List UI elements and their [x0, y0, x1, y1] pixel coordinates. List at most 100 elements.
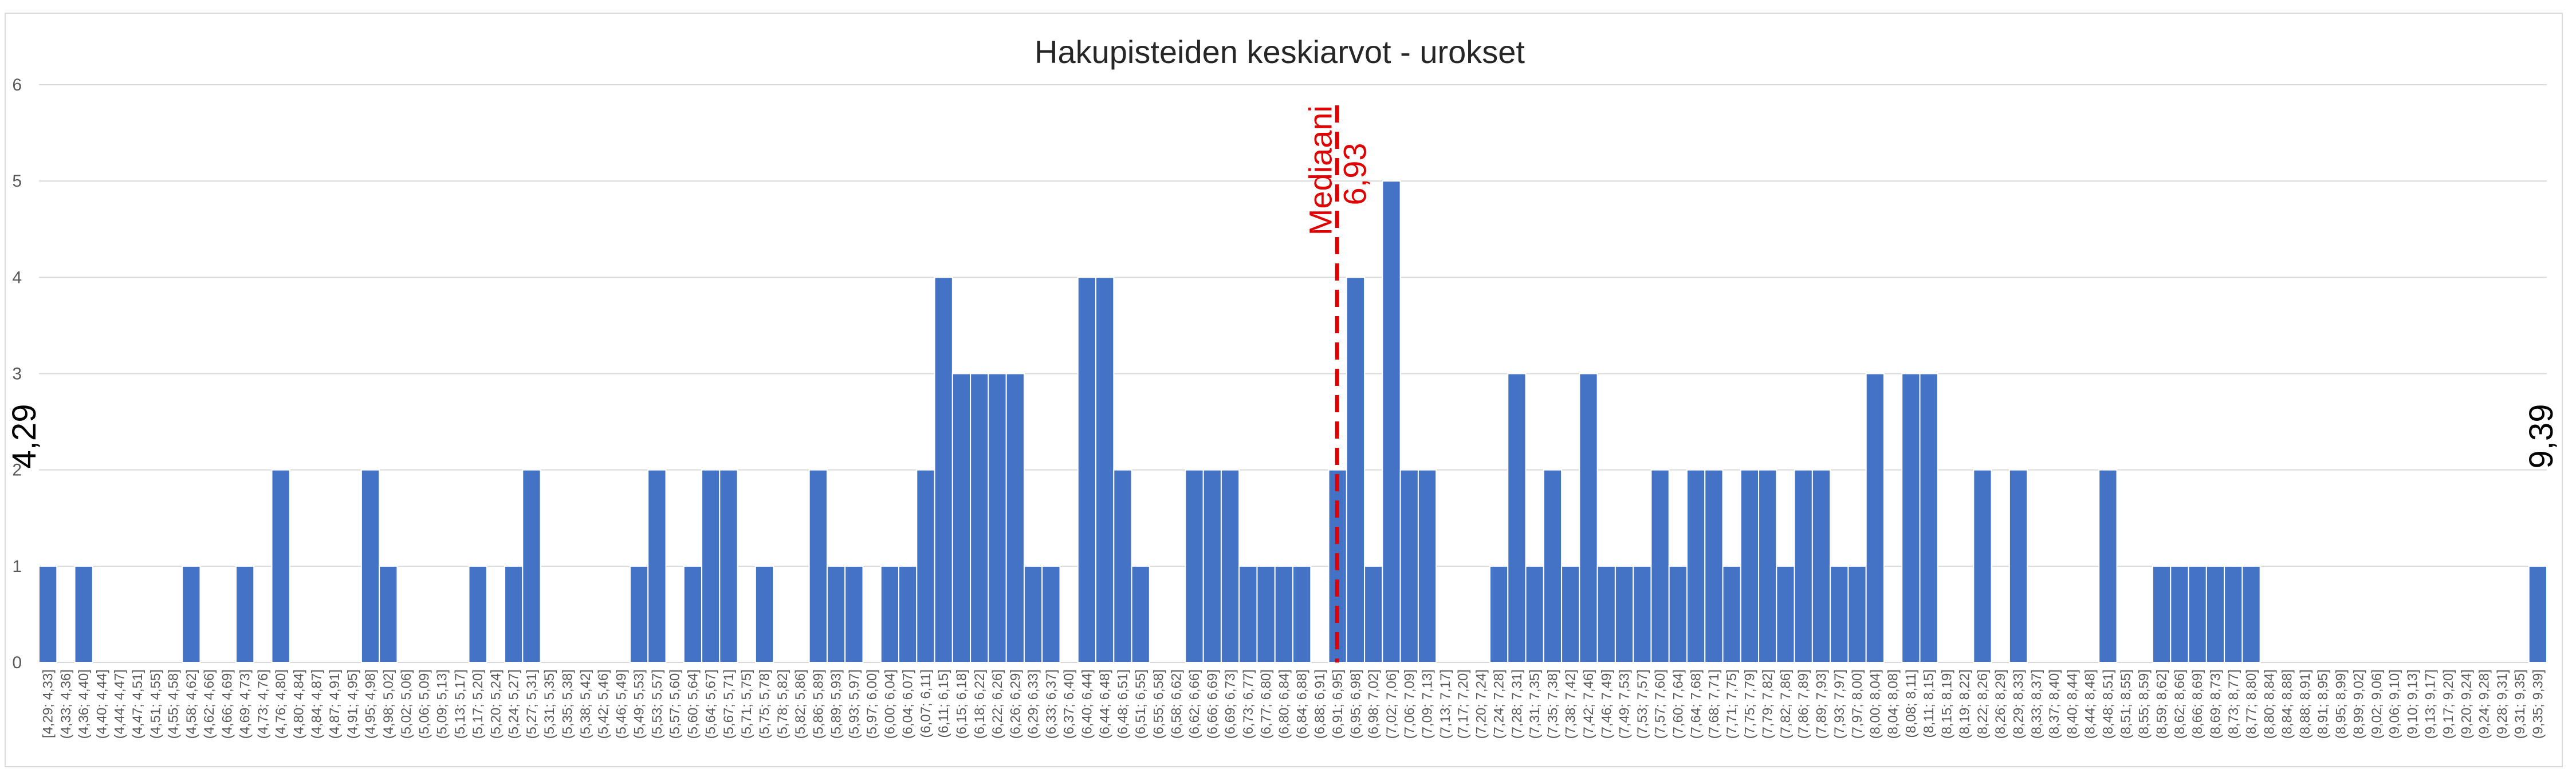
x-tick-label: (6,29; 6,33]	[1026, 669, 1041, 739]
x-tick-label: (6,77; 6,80]	[1258, 669, 1274, 739]
bar	[880, 565, 900, 663]
y-tick-label: 1	[12, 557, 22, 576]
x-tick-label: (5,97; 6,00]	[864, 669, 880, 739]
x-tick-label: (6,88; 6,91]	[1312, 669, 1328, 739]
bar	[1417, 469, 1437, 664]
x-tick-label: (4,87; 4,91]	[327, 669, 343, 739]
x-tick-label: (5,82; 5,86]	[793, 669, 808, 739]
x-tick-label: (6,26; 6,29]	[1008, 669, 1023, 739]
max-value-label: 9,39	[2523, 404, 2560, 469]
x-axis-ticks: [4,29; 4,33] (4,33; 4,36] (4,36; 4,40] (4,4…	[41, 669, 2546, 739]
x-tick-label: (5,06; 5,09]	[416, 669, 432, 739]
bar	[1758, 469, 1777, 664]
x-tick-label: (9,02; 9,06]	[2369, 669, 2385, 739]
bar	[1973, 469, 1992, 664]
x-tick-label: (5,53; 5,57]	[650, 669, 665, 739]
x-tick-label: (8,04; 8,08]	[1886, 669, 1901, 739]
x-tick-label: (5,86; 5,89]	[811, 669, 826, 739]
x-tick-label: (4,73; 4,76]	[255, 669, 271, 739]
x-tick-label: (9,24; 9,28]	[2477, 669, 2492, 739]
bar	[988, 373, 1007, 663]
x-tick-label: (7,75; 7,79]	[1742, 669, 1757, 739]
x-tick-label: (7,64; 7,68]	[1689, 669, 1704, 739]
x-tick-label: (5,27; 5,31]	[524, 669, 540, 739]
bar	[1525, 565, 1544, 663]
bar	[1776, 565, 1795, 663]
x-tick-label: (4,40; 4,44]	[94, 669, 109, 739]
x-tick-label: (6,51; 6,55]	[1133, 669, 1149, 739]
bar	[2188, 565, 2207, 663]
y-tick-label: 6	[12, 76, 22, 94]
x-tick-label: (8,51; 8,55]	[2118, 669, 2134, 739]
x-tick-label: (7,17; 7,20]	[1456, 669, 1471, 739]
bar	[754, 565, 774, 663]
x-tick-label: (5,02; 5,06]	[399, 669, 414, 739]
bar	[1346, 277, 1366, 664]
bar	[916, 469, 935, 664]
gridlines	[39, 84, 2547, 663]
x-tick-label: (8,00; 8,04]	[1867, 669, 1883, 739]
x-tick-label: (5,71; 5,75]	[739, 669, 754, 739]
x-tick-label: (6,33; 6,37]	[1044, 669, 1059, 739]
x-tick-label: (9,35; 9,39]	[2530, 669, 2546, 739]
x-tick-label: (4,84; 4,87]	[309, 669, 325, 739]
bar	[1633, 565, 1652, 663]
x-tick-label: (9,06; 9,10]	[2387, 669, 2402, 739]
x-tick-label: (8,44; 8,48]	[2083, 669, 2098, 739]
bar	[1185, 469, 1204, 664]
bar	[1919, 373, 1938, 663]
bar	[844, 565, 864, 663]
bar	[1507, 373, 1527, 663]
bar	[2241, 565, 2261, 663]
x-tick-label: (4,44; 4,47]	[112, 669, 128, 739]
x-tick-label: (7,82; 7,86]	[1778, 669, 1794, 739]
x-tick-label: (7,49; 7,53]	[1617, 669, 1633, 739]
x-tick-label: (5,09; 5,13]	[435, 669, 450, 739]
bar	[271, 469, 290, 664]
x-tick-label: (8,55; 8,59]	[2136, 669, 2152, 739]
bar	[1561, 565, 1580, 663]
chart-title: Hakupisteiden keskiarvot - urokset	[1035, 34, 1525, 70]
min-value-label: 4,29	[6, 404, 43, 469]
bar	[1543, 469, 1563, 664]
x-tick-label: (9,20; 9,24]	[2459, 669, 2474, 739]
bar	[235, 565, 255, 663]
x-tick-label: (5,89; 5,93]	[829, 669, 844, 739]
x-tick-label: (6,00; 6,04]	[882, 669, 898, 739]
bar	[683, 565, 703, 663]
histogram-chart: Hakupisteiden keskiarvot - urokset 0 1 2 3 4…	[6, 34, 2560, 739]
x-tick-label: (6,55; 6,58]	[1151, 669, 1166, 739]
x-tick-label: (7,13; 7,17]	[1438, 669, 1453, 739]
bar	[1023, 565, 1043, 663]
x-tick-label: (7,71; 7,75]	[1724, 669, 1740, 739]
bar	[1722, 565, 1741, 663]
x-tick-label: (7,93; 7,97]	[1832, 669, 1847, 739]
bar	[701, 469, 721, 664]
bar	[504, 565, 524, 663]
x-tick-label: (4,58; 4,62]	[184, 669, 199, 739]
x-tick-label: (7,31; 7,35]	[1527, 669, 1543, 739]
bar	[1274, 565, 1293, 663]
bar	[1579, 373, 1598, 663]
x-tick-label: (6,95; 6,98]	[1348, 669, 1363, 739]
bar	[182, 565, 201, 663]
x-tick-label: (7,09; 7,13]	[1420, 669, 1436, 739]
y-tick-label: 3	[12, 365, 22, 384]
x-tick-label: (5,42; 5,46]	[596, 669, 611, 739]
bar	[1794, 469, 1813, 664]
x-tick-label: (6,58; 6,62]	[1169, 669, 1185, 739]
bar	[522, 469, 541, 664]
x-tick-label: (4,91; 4,95]	[345, 669, 360, 739]
x-tick-label: (7,20; 7,24]	[1473, 669, 1489, 739]
bar	[1292, 565, 1312, 663]
x-tick-label: (6,22; 6,26]	[990, 669, 1005, 739]
x-tick-label: (5,24; 5,27]	[506, 669, 522, 739]
bar	[826, 565, 846, 663]
x-tick-label: (7,60; 7,64]	[1670, 669, 1686, 739]
x-tick-label: (4,55; 4,58]	[166, 669, 182, 739]
chart-area: Hakupisteiden keskiarvot - urokset 0 1 2 3 4…	[5, 13, 2563, 767]
x-tick-label: (6,73; 6,77]	[1241, 669, 1256, 739]
bar	[1382, 180, 1401, 663]
x-tick-label: (8,77; 8,80]	[2244, 669, 2259, 739]
median-marker: Mediaani 6,93	[1302, 105, 1372, 662]
